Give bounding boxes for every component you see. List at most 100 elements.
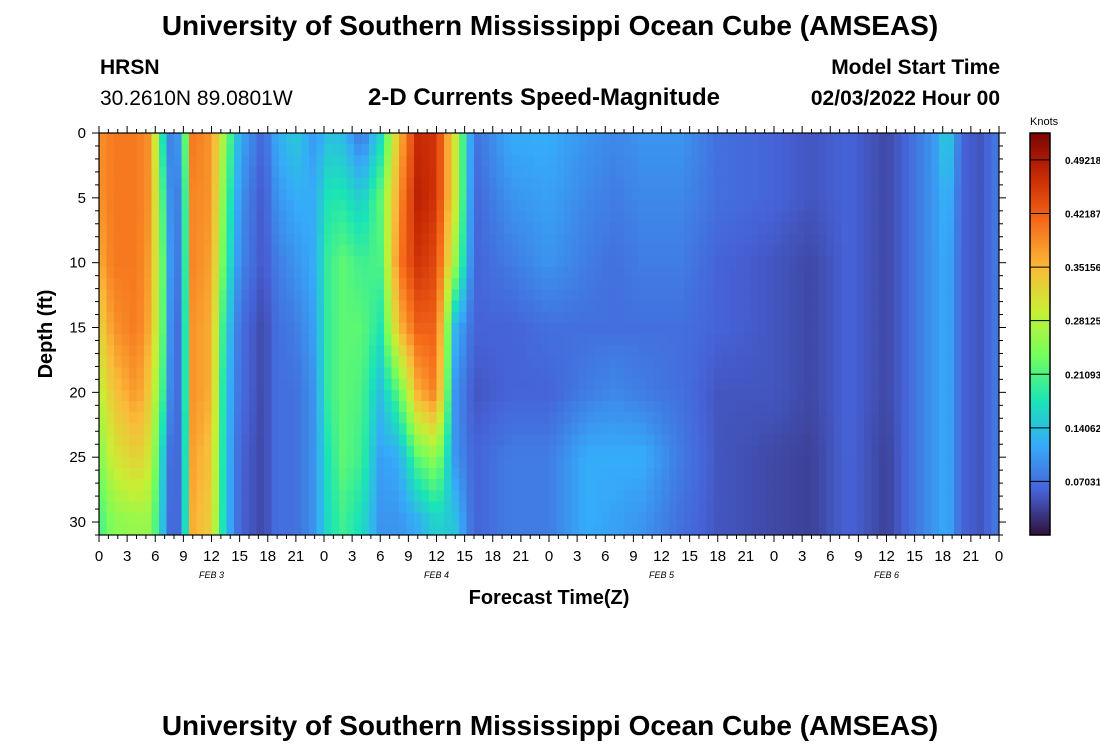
heatmap-cell <box>286 356 295 369</box>
heatmap-cell <box>804 490 813 503</box>
heatmap-cell <box>789 188 798 201</box>
heatmap-cell <box>594 345 603 357</box>
heatmap-cell <box>106 468 115 480</box>
heatmap-cell <box>496 412 505 424</box>
heatmap-cell <box>894 300 903 313</box>
heatmap-cell <box>744 233 753 246</box>
heatmap-cell <box>99 367 108 380</box>
heatmap-cell <box>841 289 850 302</box>
heatmap-cell <box>789 434 798 447</box>
heatmap-cell <box>714 512 723 525</box>
heatmap-cell <box>174 356 183 369</box>
heatmap-cell <box>961 490 970 503</box>
heatmap-cell <box>751 166 760 179</box>
heatmap-cell <box>646 378 655 391</box>
heatmap-cell <box>166 345 175 357</box>
heatmap-cell <box>541 278 550 290</box>
heatmap-cell <box>654 490 663 503</box>
heatmap-cell <box>121 468 130 480</box>
heatmap-cell <box>316 434 325 447</box>
heatmap-cell <box>489 334 498 346</box>
heatmap-cell <box>744 133 753 145</box>
heatmap-cell <box>459 512 468 525</box>
heatmap-cell <box>849 490 858 503</box>
heatmap-cell <box>301 188 310 201</box>
heatmap-cell <box>736 188 745 201</box>
heatmap-cell <box>616 255 625 268</box>
heatmap-cell <box>504 356 513 369</box>
heatmap-cell <box>376 267 385 279</box>
heatmap-cell <box>594 334 603 346</box>
x-tick-label: 3 <box>798 548 806 565</box>
heatmap-cell <box>646 345 655 357</box>
heatmap-cell <box>519 188 528 201</box>
heatmap-cell <box>384 166 393 179</box>
heatmap-cell <box>324 412 333 424</box>
heatmap-cell <box>414 188 423 201</box>
heatmap-cell <box>444 389 453 402</box>
heatmap-cell <box>991 267 999 279</box>
heatmap-cell <box>894 501 903 514</box>
heatmap-cell <box>961 244 970 257</box>
heatmap-cell <box>924 378 933 391</box>
heatmap-cell <box>519 423 528 436</box>
heatmap-cell <box>834 445 843 458</box>
heatmap-cell <box>976 278 985 290</box>
heatmap-cell <box>444 456 453 469</box>
heatmap-cell <box>699 490 708 503</box>
heatmap-cell <box>384 255 393 268</box>
heatmap-cell <box>331 278 340 290</box>
heatmap-cell <box>399 144 408 156</box>
heatmap-cell <box>114 289 123 302</box>
heatmap-cell <box>631 345 640 357</box>
heatmap-cell <box>579 468 588 480</box>
x-tick-label: 12 <box>203 548 220 565</box>
heatmap-cell <box>879 289 888 302</box>
heatmap-cell <box>504 456 513 469</box>
heatmap-cell <box>706 278 715 290</box>
heatmap-cell <box>826 311 835 324</box>
heatmap-cell <box>384 188 393 201</box>
heatmap-cell <box>219 188 228 201</box>
heatmap-cell <box>654 378 663 391</box>
heatmap-cell <box>691 479 700 491</box>
heatmap-cell <box>804 222 813 235</box>
heatmap-cell <box>594 267 603 279</box>
heatmap-cell <box>691 222 700 235</box>
heatmap-cell <box>526 423 535 436</box>
heatmap-cell <box>279 490 288 503</box>
heatmap-cell <box>714 300 723 313</box>
heatmap-cell <box>286 177 295 190</box>
heatmap-cell <box>444 211 453 223</box>
heatmap-cell <box>106 200 115 212</box>
heatmap-cell <box>789 155 798 168</box>
heatmap-cell <box>504 278 513 290</box>
heatmap-cell <box>894 133 903 145</box>
heatmap-cell <box>436 322 445 335</box>
heatmap-cell <box>361 155 370 168</box>
heatmap-cell <box>924 523 933 535</box>
heatmap-cell <box>459 255 468 268</box>
heatmap-cell <box>684 322 693 335</box>
heatmap-cell <box>924 468 933 480</box>
heatmap-cell <box>849 434 858 447</box>
heatmap-cell <box>189 244 198 257</box>
heatmap-cell <box>489 244 498 257</box>
heatmap-cell <box>526 367 535 380</box>
heatmap-cell <box>804 267 813 279</box>
heatmap-cell <box>436 367 445 380</box>
heatmap-cell <box>391 434 400 447</box>
heatmap-cell <box>676 367 685 380</box>
heatmap-cell <box>759 378 768 391</box>
heatmap-cell <box>661 200 670 212</box>
heatmap-cell <box>264 144 273 156</box>
heatmap-cell <box>841 456 850 469</box>
heatmap-cell <box>721 468 730 480</box>
heatmap-cell <box>744 434 753 447</box>
heatmap-cell <box>496 356 505 369</box>
heatmap-cell <box>159 501 168 514</box>
heatmap-cell <box>129 211 138 223</box>
heatmap-cell <box>144 490 153 503</box>
heatmap-cell <box>586 389 595 402</box>
heatmap-cell <box>976 255 985 268</box>
